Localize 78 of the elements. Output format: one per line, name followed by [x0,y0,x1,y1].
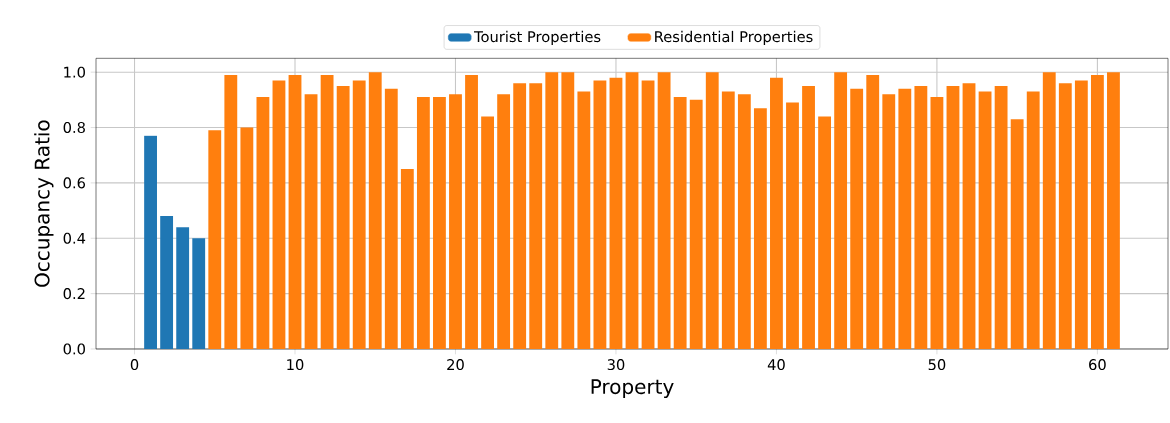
bar [786,102,799,349]
bar [577,91,591,349]
bar [384,88,398,349]
legend-label: Tourist Properties [474,30,601,46]
y-tick-label: 1.0 [64,66,85,78]
bar [962,83,976,349]
bar [737,94,751,349]
bar [1026,91,1040,349]
y-tick-label: 0.0 [63,343,85,355]
bar [208,130,222,349]
x-tick-label: 60 [1089,359,1106,371]
bar [770,77,783,349]
bar [1074,80,1088,349]
bar [240,127,254,349]
bar [834,72,848,349]
bar [898,88,912,349]
bar [304,94,318,349]
y-tick-label: 0.8 [63,121,85,134]
bar [224,74,238,349]
bar [465,74,478,349]
y-tick-label: 0.2 [63,288,85,300]
x-tick-label: 20 [447,359,464,371]
bar [144,135,157,349]
bar [160,216,174,349]
bar [1010,119,1024,349]
bar [433,97,446,349]
bar [994,86,1008,349]
bar [449,94,462,349]
bar [850,88,864,349]
bar [416,97,430,349]
bar [336,86,350,349]
x-tick-label: 30 [607,359,625,371]
bar [641,80,655,349]
bar [978,91,992,349]
bar [930,97,944,349]
x-tick-label: 10 [287,359,304,371]
bar [400,169,414,349]
bar [593,80,607,349]
bar [545,72,559,349]
bar [1107,72,1120,349]
bar [192,238,206,349]
bar [705,72,719,349]
bar [753,108,767,349]
x-tick-label: 40 [767,359,785,371]
bar [368,72,382,349]
bar [288,74,302,349]
bar [513,83,527,349]
bar [561,72,575,349]
bar [272,80,286,349]
x-axis-title: Property [591,379,674,399]
bar [497,94,511,349]
bar [657,72,671,349]
bar [529,83,543,349]
bar [176,227,190,349]
y-tick-label: 0.6 [63,177,86,189]
bar [673,97,687,349]
bar [609,77,623,349]
bar [1058,83,1072,349]
bar [320,74,334,349]
bar [1090,74,1104,349]
bar [352,80,366,349]
bar [1042,72,1056,349]
bar [256,97,270,349]
bar [481,116,494,349]
y-axis-title: Occupancy Ratio [34,120,54,287]
bar [882,94,896,349]
y-tick-label: 0.4 [63,232,86,244]
x-tick-label: 50 [928,359,946,371]
bar [818,116,831,349]
bar [689,99,703,349]
bar [914,86,928,349]
bar [721,91,735,349]
x-tick-label: 0 [130,359,139,371]
bar [802,86,815,349]
legend-label: Residential Properties [655,30,813,46]
bar [866,74,880,349]
bar [946,86,960,349]
bar [625,72,639,349]
